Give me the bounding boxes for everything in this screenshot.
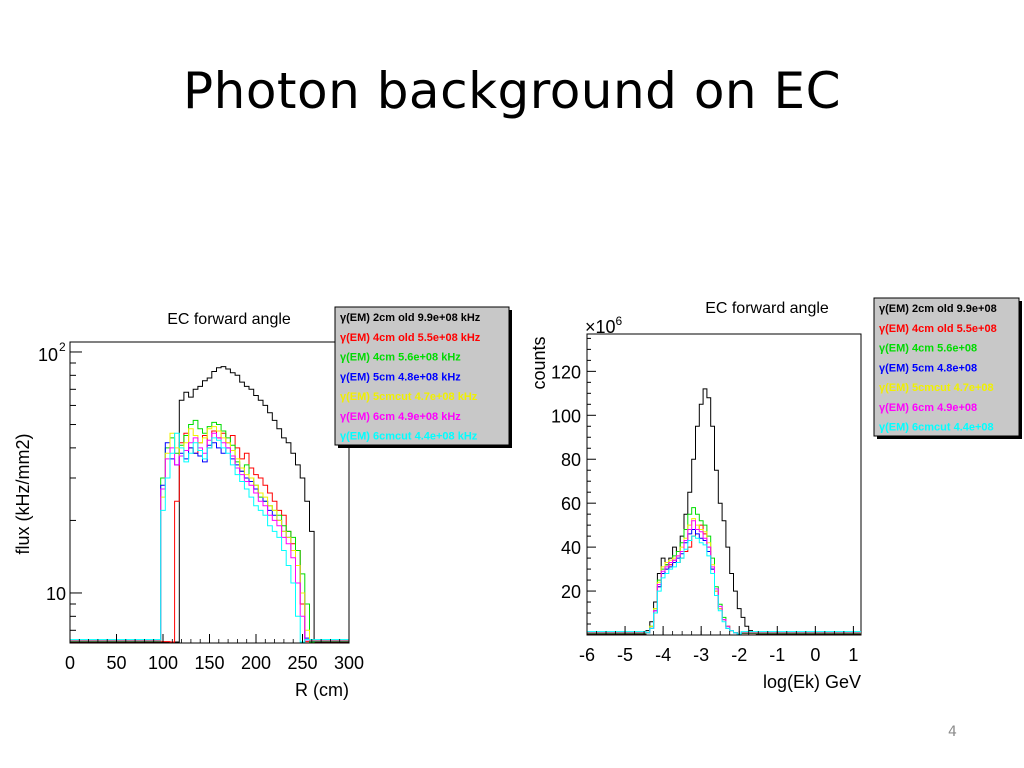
legend-entry: γ(EM) 4cm old 5.5e+08: [879, 323, 997, 335]
y-axis-label: counts: [529, 336, 549, 389]
slide-title: Photon background on EC: [182, 62, 841, 120]
x-tick-label: -2: [731, 645, 747, 665]
legend-box: [334, 306, 510, 446]
x-tick-label: -5: [617, 645, 633, 665]
x-tick-label: 50: [106, 653, 126, 673]
legend-entry: γ(EM) 6cmcut 4.4e+08: [879, 421, 994, 433]
x-tick-label: 0: [810, 645, 820, 665]
y-tick-label: 20: [561, 582, 581, 602]
series-line: [587, 520, 861, 635]
y-axis-label: flux (kHz/mm2): [13, 434, 33, 555]
series-layer: [587, 388, 861, 635]
x-tick-label: -6: [579, 645, 595, 665]
x-tick-label: -4: [655, 645, 671, 665]
x-tick-label: 0: [65, 653, 75, 673]
legend-entry: γ(EM) 5cmcut 4.7e+08 kHz: [340, 391, 478, 403]
legend-entry: γ(EM) 5cmcut 4.7e+08: [879, 382, 994, 394]
series-line: [70, 432, 349, 641]
legend: γ(EM) 2cm old 9.9e+08 γ(EM) 4cm old 5.5e+…: [873, 297, 1022, 439]
legend-entry: γ(EM) 6cmcut 4.4e+08 kHz: [340, 430, 478, 442]
y-tick-label: 60: [561, 494, 581, 514]
legend: γ(EM) 2cm old 9.9e+08 kHz γ(EM) 4cm old 5…: [334, 306, 512, 448]
series-line: [70, 419, 349, 643]
x-tick-label: 300: [334, 653, 364, 673]
x-tick-label: 250: [287, 653, 317, 673]
legend-entry: γ(EM) 6cm 4.9e+08 kHz: [340, 411, 461, 423]
x-tick-label: 200: [241, 653, 271, 673]
legend-entry: γ(EM) 6cm 4.9e+08: [879, 402, 977, 414]
x-tick-label: 1: [848, 645, 858, 665]
y-multiplier: ×106: [585, 314, 623, 337]
legend-entry: γ(EM) 4cm 5.6e+08: [879, 343, 977, 355]
y-tick-label: 100: [551, 406, 581, 426]
x-tick-label: 150: [194, 653, 224, 673]
y-tick-label: 120: [551, 362, 581, 382]
series-layer: [70, 366, 349, 643]
series-line: [70, 432, 349, 643]
page-number: 4: [948, 724, 957, 740]
x-tick-label: -3: [693, 645, 709, 665]
x-tick-label: -1: [769, 645, 785, 665]
y-tick-label: 80: [561, 450, 581, 470]
x-axis-label: R (cm): [295, 680, 349, 700]
y-tick-label: 10: [38, 345, 58, 365]
legend-entry: γ(EM) 2cm old 9.9e+08: [879, 303, 997, 315]
y-tick-label: 10: [46, 584, 66, 604]
chart-title: EC forward angle: [167, 311, 291, 328]
chart-title: EC forward angle: [705, 300, 829, 317]
x-tick-label: 100: [148, 653, 178, 673]
y-tick-exponent: 2: [59, 340, 66, 354]
series-line: [587, 535, 861, 635]
legend-entry: γ(EM) 2cm old 9.9e+08 kHz: [340, 312, 481, 324]
series-line: [587, 388, 861, 635]
legend-entry: γ(EM) 4cm old 5.5e+08 kHz: [340, 332, 481, 344]
legend-entry: γ(EM) 5cm 4.8e+08 kHz: [340, 371, 461, 383]
legend-entry: γ(EM) 5cm 4.8e+08: [879, 362, 977, 374]
y-tick-label: 40: [561, 538, 581, 558]
plot-frame: [586, 333, 862, 636]
legend-entry: γ(EM) 4cm 5.6e+08 kHz: [340, 352, 461, 364]
x-axis-label: log(Ek) GeV: [763, 672, 861, 692]
series-line: [70, 366, 349, 643]
plot-frame: [69, 341, 350, 644]
legend-box: [873, 297, 1020, 437]
